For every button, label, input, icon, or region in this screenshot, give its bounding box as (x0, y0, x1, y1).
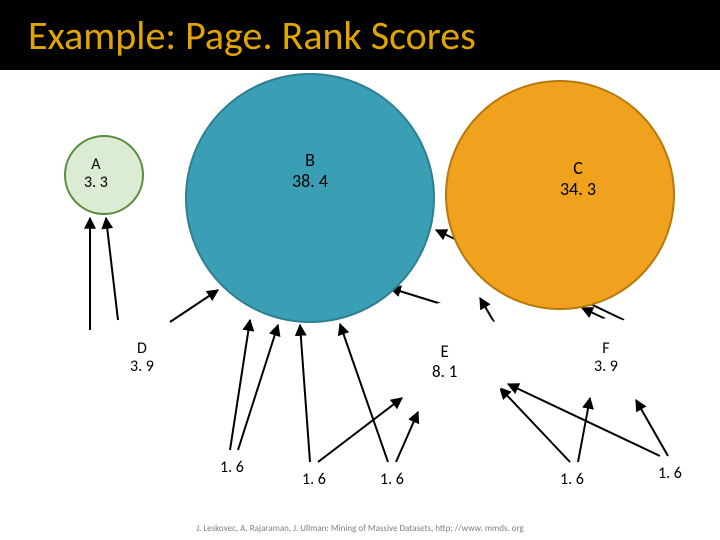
slide-title: Example: Page. Rank Scores (28, 11, 476, 60)
edge-13 (508, 384, 660, 456)
title-bar: Example: Page. Rank Scores (0, 0, 720, 70)
edge-2 (170, 290, 218, 322)
small-node-label-4: 1. 6 (658, 464, 682, 483)
node-label-A: A 3. 3 (84, 156, 108, 193)
edge-1 (106, 218, 118, 320)
edge-5 (300, 325, 310, 462)
node-label-F: F 3. 9 (594, 340, 618, 377)
slide: Example: Page. Rank Scores A 3. 3 B 38. 4… (0, 0, 720, 540)
node-circle-B (185, 73, 435, 323)
edge-11 (500, 388, 570, 462)
node-label-C: C 34. 3 (560, 158, 596, 199)
small-node-label-2: 1. 6 (380, 470, 404, 489)
small-node-label-0: 1. 6 (220, 458, 244, 477)
edge-3 (230, 320, 250, 450)
edge-8 (396, 412, 418, 462)
footer-citation: J. Leskovec, A. Rajaraman, J. Ullman: Mi… (0, 523, 720, 534)
small-node-label-3: 1. 6 (560, 470, 584, 489)
edge-4 (238, 325, 278, 450)
node-label-D: D 3. 9 (130, 340, 154, 377)
node-label-E: E 8. 1 (432, 342, 457, 381)
edge-12 (578, 398, 590, 462)
small-node-label-1: 1. 6 (302, 470, 326, 489)
edge-14 (636, 400, 668, 456)
edge-6 (318, 398, 402, 462)
edge-7 (340, 324, 388, 462)
node-label-B: B 38. 4 (292, 150, 328, 191)
